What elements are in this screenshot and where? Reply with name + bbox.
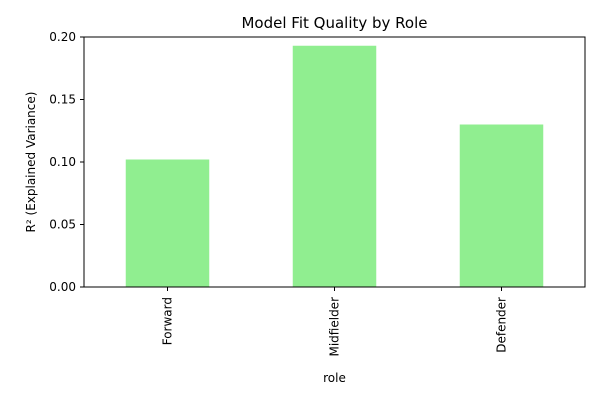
y-tick-label: 0.10 <box>49 155 76 169</box>
y-tick-label: 0.00 <box>49 280 76 294</box>
y-tick-label: 0.05 <box>49 218 76 232</box>
bar-defender <box>459 124 544 287</box>
y-tick-label: 0.20 <box>49 30 76 44</box>
y-axis-label: R² (Explained Variance) <box>24 92 38 233</box>
x-tick-label: Defender <box>495 297 509 353</box>
x-axis-label: role <box>323 371 346 385</box>
axes-layer: Forward Midfielder Defender 0.00 0.05 0.10 0.1… <box>49 30 508 357</box>
bar-midfielder <box>292 45 377 287</box>
y-tick-label: 0.15 <box>49 93 76 107</box>
chart-title: Model Fit Quality by Role <box>241 14 427 32</box>
x-tick-label: Midfielder <box>328 297 342 357</box>
bar-forward <box>125 159 210 287</box>
bars-layer <box>125 45 544 287</box>
x-tick-label: Forward <box>161 297 175 345</box>
plot-frame <box>83 36 586 288</box>
